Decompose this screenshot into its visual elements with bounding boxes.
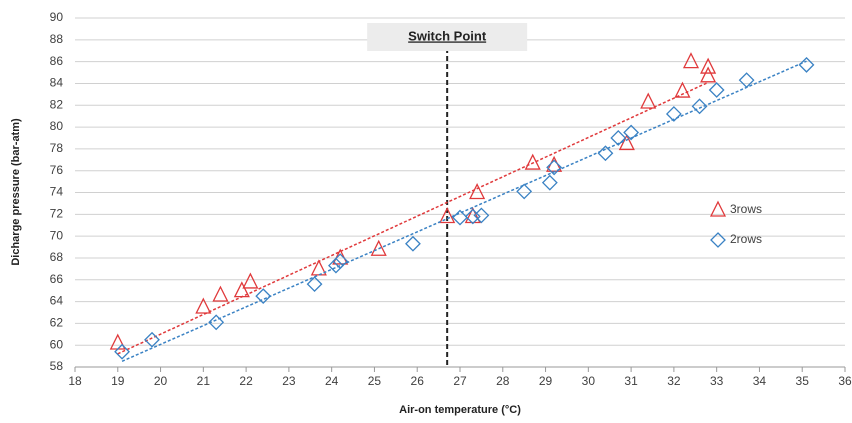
point bbox=[405, 235, 421, 252]
y-tick-label: 60 bbox=[50, 337, 64, 351]
point bbox=[708, 82, 725, 98]
point bbox=[306, 276, 323, 293]
y-tick-label: 68 bbox=[50, 250, 64, 264]
point bbox=[109, 333, 126, 350]
point bbox=[700, 57, 717, 74]
point bbox=[255, 288, 272, 305]
x-tick-label: 33 bbox=[710, 374, 724, 388]
point bbox=[310, 259, 327, 276]
y-tick-label: 66 bbox=[50, 272, 64, 286]
point bbox=[691, 98, 708, 115]
y-tick-label: 76 bbox=[50, 163, 64, 177]
x-tick-label: 21 bbox=[197, 374, 211, 388]
x-axis-title: Air-on temperature (°C) bbox=[399, 404, 521, 416]
y-tick-label: 84 bbox=[50, 76, 64, 90]
point bbox=[233, 281, 250, 298]
legend-marker bbox=[709, 200, 727, 217]
point bbox=[674, 81, 691, 98]
y-tick-label: 90 bbox=[50, 10, 64, 24]
point bbox=[597, 145, 614, 162]
switch-label: Switch Point bbox=[408, 28, 487, 43]
legend-item: 2rows bbox=[710, 232, 762, 248]
point bbox=[516, 183, 533, 200]
point bbox=[546, 159, 563, 176]
y-tick-label: 62 bbox=[50, 316, 64, 330]
x-tick-label: 25 bbox=[368, 374, 382, 388]
x-tick-label: 35 bbox=[796, 374, 810, 388]
point bbox=[212, 285, 229, 302]
point bbox=[610, 130, 627, 146]
point bbox=[798, 56, 815, 73]
y-tick-label: 70 bbox=[50, 228, 64, 242]
x-tick-label: 34 bbox=[753, 374, 767, 388]
switch-label-box bbox=[367, 23, 528, 51]
y-tick-label: 58 bbox=[50, 359, 64, 373]
legend-marker bbox=[710, 232, 726, 248]
point bbox=[524, 153, 541, 170]
point bbox=[332, 248, 349, 265]
point bbox=[242, 272, 259, 289]
point bbox=[623, 124, 640, 141]
y-tick-label: 88 bbox=[50, 32, 64, 46]
x-tick-label: 29 bbox=[539, 374, 553, 388]
x-tick-label: 18 bbox=[68, 374, 82, 388]
y-tick-label: 74 bbox=[50, 185, 64, 199]
y-tick-label: 86 bbox=[50, 54, 64, 68]
point bbox=[665, 106, 682, 122]
point bbox=[144, 331, 160, 348]
x-tick-label: 32 bbox=[667, 374, 681, 388]
point bbox=[469, 183, 486, 200]
x-tick-label: 24 bbox=[325, 374, 339, 388]
y-tick-label: 78 bbox=[50, 141, 64, 155]
legend-item: 3rows bbox=[709, 200, 762, 217]
point bbox=[195, 297, 212, 314]
point bbox=[332, 253, 349, 270]
point bbox=[370, 239, 387, 256]
x-tick-label: 23 bbox=[282, 374, 296, 388]
y-axis-title: Dicharge pressure (bar-atm) bbox=[10, 118, 22, 266]
point bbox=[473, 207, 490, 224]
point bbox=[452, 209, 468, 226]
point bbox=[208, 314, 225, 331]
x-tick-label: 28 bbox=[496, 374, 510, 388]
x-tick-label: 19 bbox=[111, 374, 125, 388]
x-tick-label: 30 bbox=[582, 374, 596, 388]
x-tick-label: 36 bbox=[838, 374, 852, 388]
legend-label: 2rows bbox=[730, 232, 762, 246]
point bbox=[541, 174, 558, 191]
y-tick-label: 82 bbox=[50, 97, 64, 111]
point bbox=[700, 66, 717, 83]
point bbox=[682, 52, 700, 69]
x-tick-label: 26 bbox=[411, 374, 425, 388]
x-tick-label: 27 bbox=[453, 374, 467, 388]
point bbox=[114, 343, 130, 360]
point bbox=[439, 207, 456, 224]
x-tick-label: 22 bbox=[239, 374, 253, 388]
legend-label: 3rows bbox=[730, 202, 762, 216]
y-tick-label: 80 bbox=[50, 119, 64, 133]
x-tick-label: 20 bbox=[154, 374, 168, 388]
point bbox=[640, 92, 657, 109]
point bbox=[618, 133, 635, 151]
trend-line bbox=[117, 81, 709, 355]
y-tick-label: 64 bbox=[50, 294, 64, 308]
trend-line bbox=[121, 60, 807, 362]
point bbox=[464, 207, 481, 224]
point bbox=[464, 208, 481, 225]
point bbox=[328, 257, 344, 274]
y-tick-label: 72 bbox=[50, 206, 64, 220]
point bbox=[738, 72, 755, 89]
x-tick-label: 31 bbox=[624, 374, 638, 388]
